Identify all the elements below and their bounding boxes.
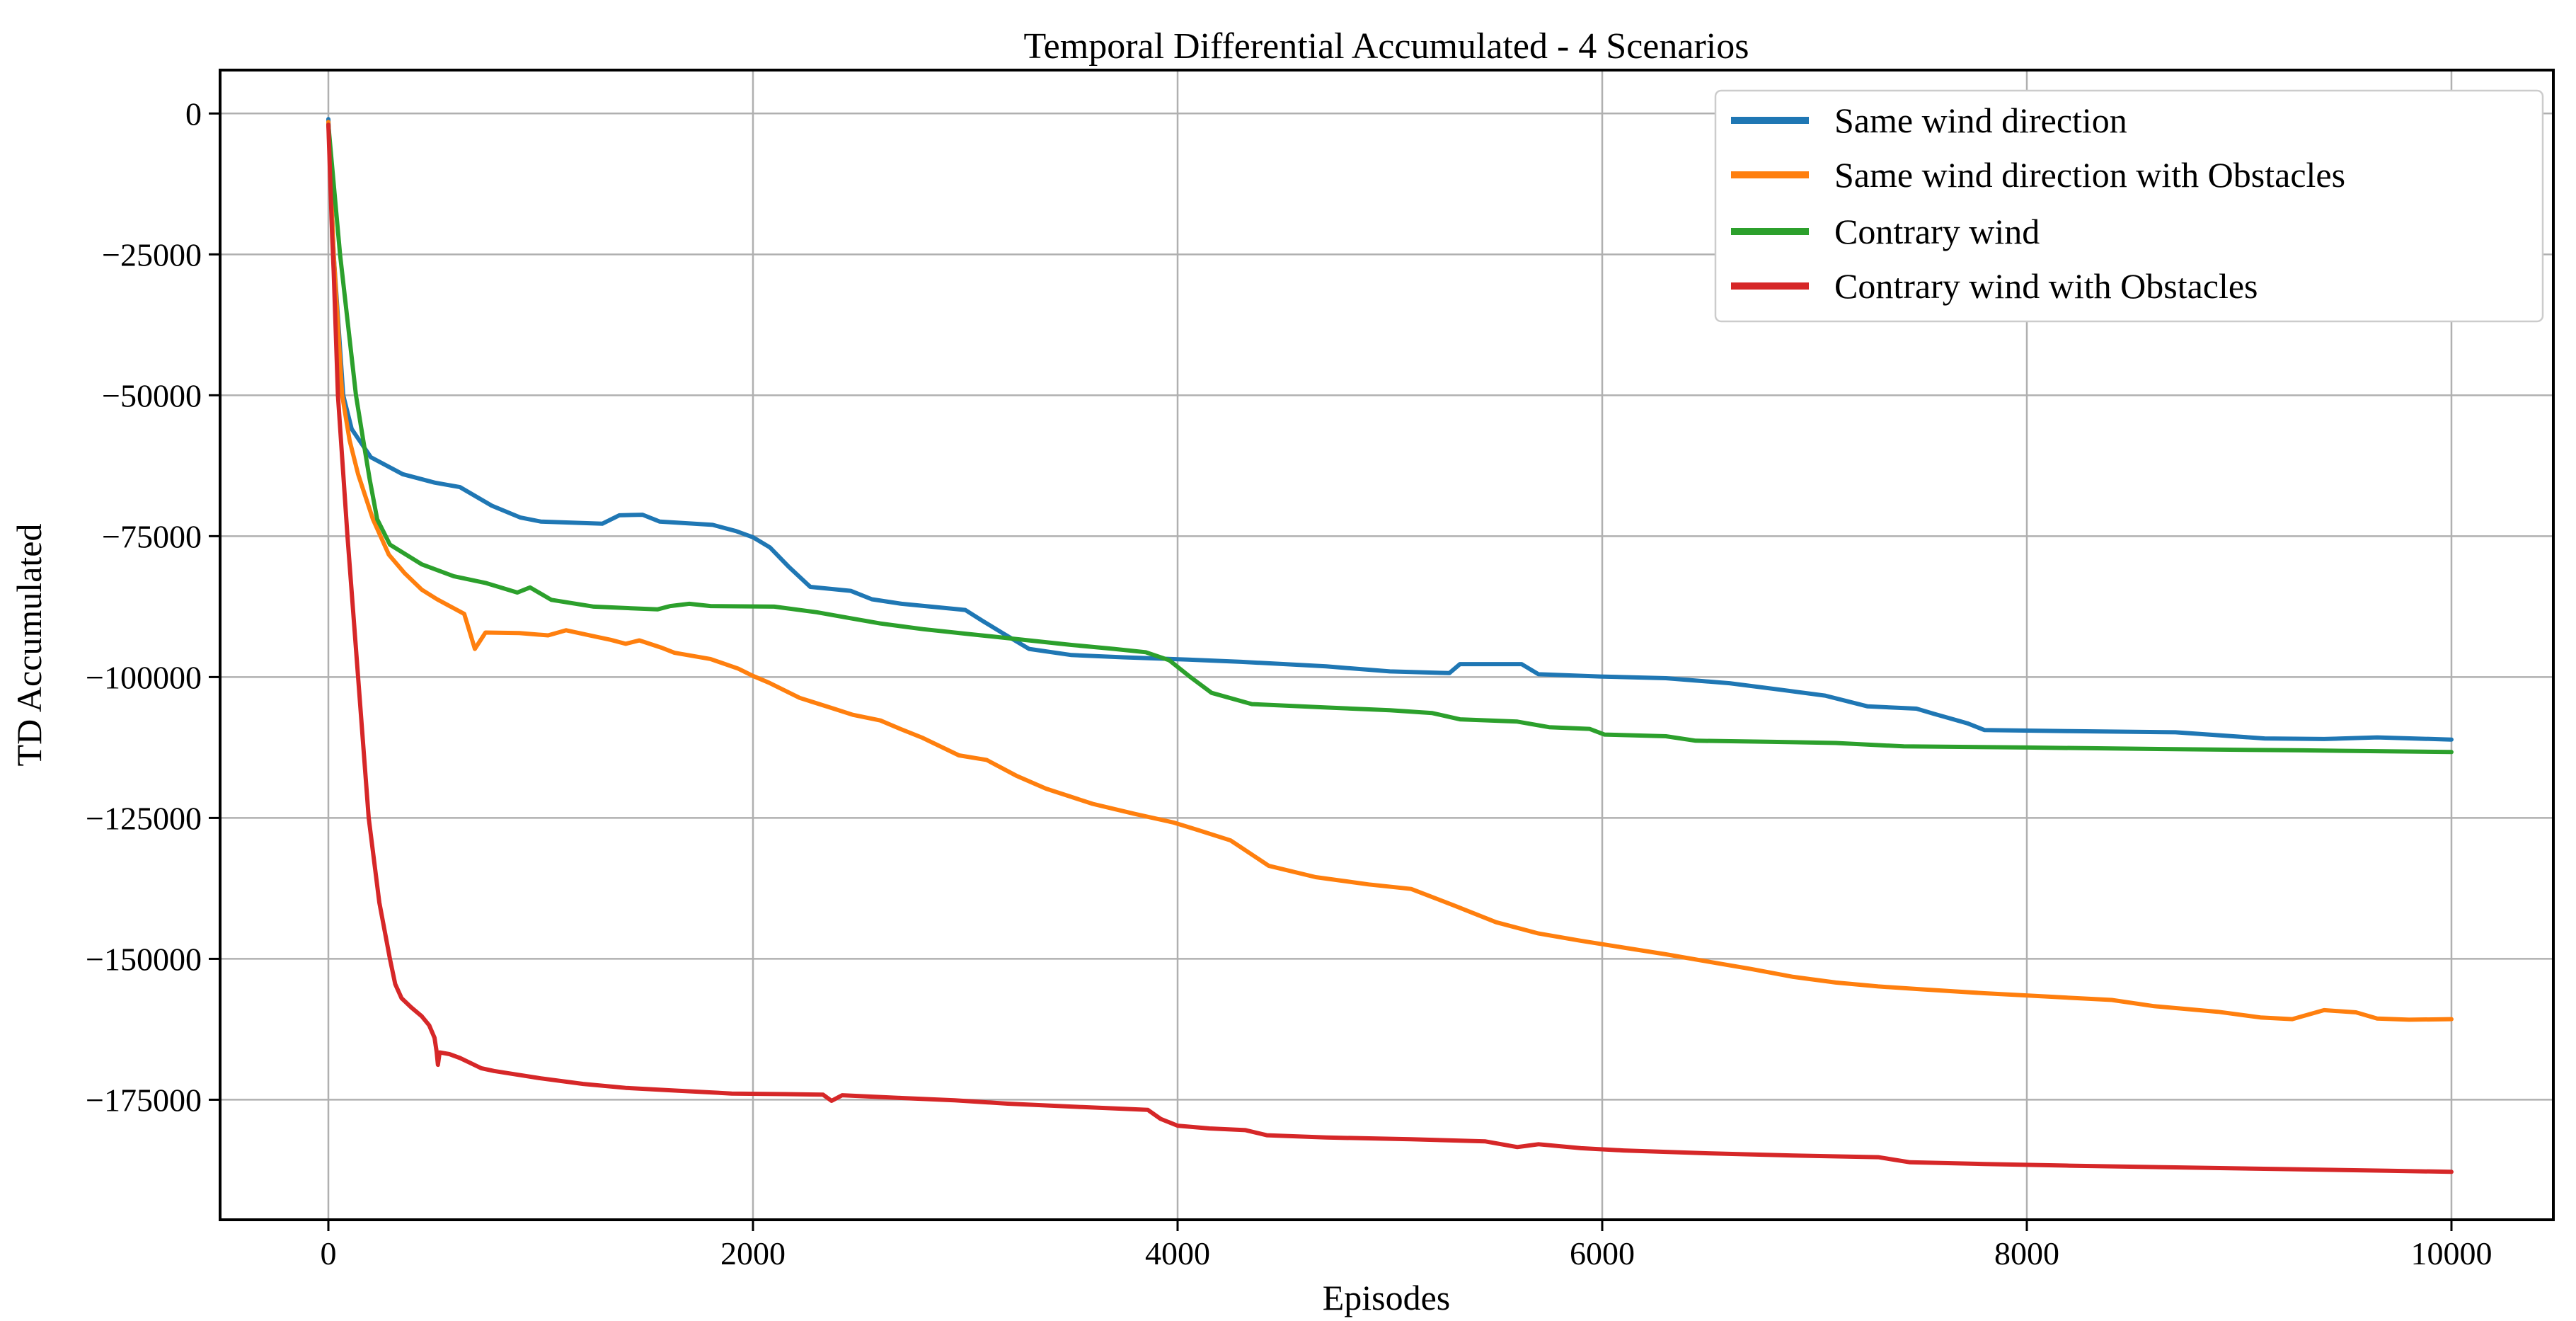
legend-label-0: Same wind direction [1834,101,2127,140]
legend-box [1714,89,2544,323]
x-tick-label: 0 [321,1235,337,1271]
y-axis-label: TD Accumulated [9,524,49,767]
x-tick-label: 6000 [1570,1235,1635,1271]
y-tick-label: −100000 [86,659,202,695]
legend-label-2: Contrary wind [1834,212,2040,251]
x-tick-label: 2000 [720,1235,786,1271]
series-line-contrary-wind [326,122,2454,755]
legend-label-1: Same wind direction with Obstacles [1834,155,2345,195]
series-line-same-wind-direction [326,117,2454,742]
plot-spines [219,69,2555,1221]
legend: Same wind direction Same wind direction … [1714,89,2544,323]
series-layer [326,117,2454,1174]
series-line-contrary-wind-with-obstacles [326,122,2454,1174]
chart-title: Temporal Differential Accumulated - 4 Sc… [1024,26,1749,67]
y-tick-label: −125000 [86,800,202,836]
y-tick-label: −50000 [102,377,202,413]
y-tick-label: 0 [185,96,202,132]
x-tick-label: 8000 [1994,1235,2059,1271]
y-tick-label: −150000 [86,941,202,977]
legend-label-3: Contrary wind with Obstacles [1834,266,2258,306]
tick-layer [209,112,2453,1231]
series-line-same-wind-direction-with-obstacles [326,120,2454,1022]
tick-label-layer: 0 2000 4000 6000 8000 10000 0 −25000 −50000 −7500… [86,96,2492,1271]
x-tick-label: 10000 [2411,1235,2492,1271]
y-tick-label: −25000 [102,236,202,273]
x-tick-label: 4000 [1145,1235,1210,1271]
y-tick-label: −175000 [86,1082,202,1118]
x-axis-label: Episodes [1323,1278,1451,1317]
y-tick-label: −75000 [102,518,202,554]
